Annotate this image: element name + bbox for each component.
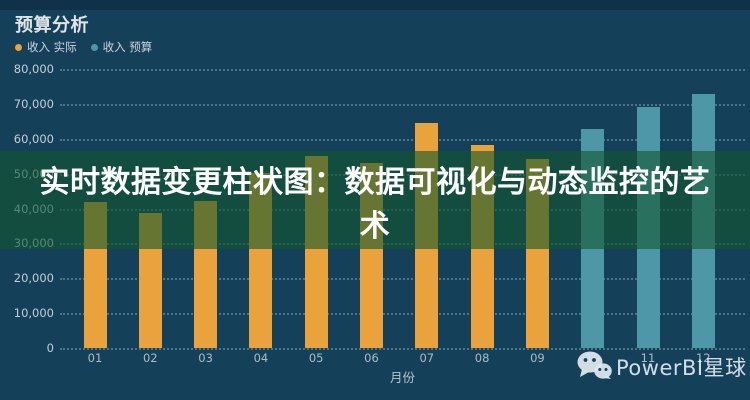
x-axis-label-03: 03: [198, 351, 213, 365]
x-axis-label-05: 05: [308, 351, 324, 365]
headline-banner-overlay: 实时数据变更柱状图：数据可视化与动态监控的艺 术: [0, 151, 750, 249]
x-axis-label-02: 02: [142, 351, 158, 365]
gridline-10000: [60, 313, 745, 316]
x-axis-label-09: 09: [530, 351, 545, 365]
legend-dot-icon: [90, 43, 98, 51]
legend-item-1[interactable]: 收入 预算: [90, 39, 153, 55]
chart-title: 预算分析: [15, 15, 89, 36]
powerbi-planet-watermark: PowerBI星球: [577, 351, 747, 383]
x-axis-label-01: 01: [87, 351, 103, 365]
y-axis-label-80000: 80,000: [13, 62, 54, 76]
x-axis-label-08: 08: [474, 351, 490, 365]
legend-dot-icon: [15, 43, 22, 51]
legend-label: 收入 实际: [27, 40, 77, 54]
gridline-0: [60, 348, 745, 350]
legend-label: 收入 预算: [102, 40, 153, 54]
gridline-70000: [60, 103, 745, 106]
gridline-20000: [60, 278, 745, 281]
watermark-label: PowerBI星球: [616, 356, 747, 380]
x-axis-label-04: 04: [253, 351, 269, 365]
wechat-icon: [577, 351, 613, 383]
y-axis-label-70000: 70,000: [13, 96, 54, 111]
gridline-60000: [60, 138, 745, 141]
y-axis-label-60000: 60,000: [13, 131, 54, 146]
headline-line-2: 术: [359, 209, 391, 244]
x-axis-label-07: 07: [419, 351, 435, 365]
x-axis-label-11: 11: [640, 351, 656, 365]
top-edge-shade: [0, 0, 750, 10]
x-axis-label-06: 06: [364, 351, 379, 365]
legend-item-0[interactable]: 收入 实际: [15, 39, 77, 55]
headline-line-1: 实时数据变更柱状图：数据可视化与动态监控的艺: [39, 165, 711, 200]
x-axis-title: 月份: [389, 370, 415, 385]
y-axis-label-10000: 10,000: [13, 306, 54, 321]
x-axis-label-12: 12: [695, 351, 711, 365]
y-axis-label-0: 0: [46, 341, 54, 355]
chart-legend: 收入 实际 收入 预算: [15, 39, 152, 55]
y-axis-label-20000: 20,000: [13, 271, 54, 286]
gridline-80000: [60, 69, 745, 71]
